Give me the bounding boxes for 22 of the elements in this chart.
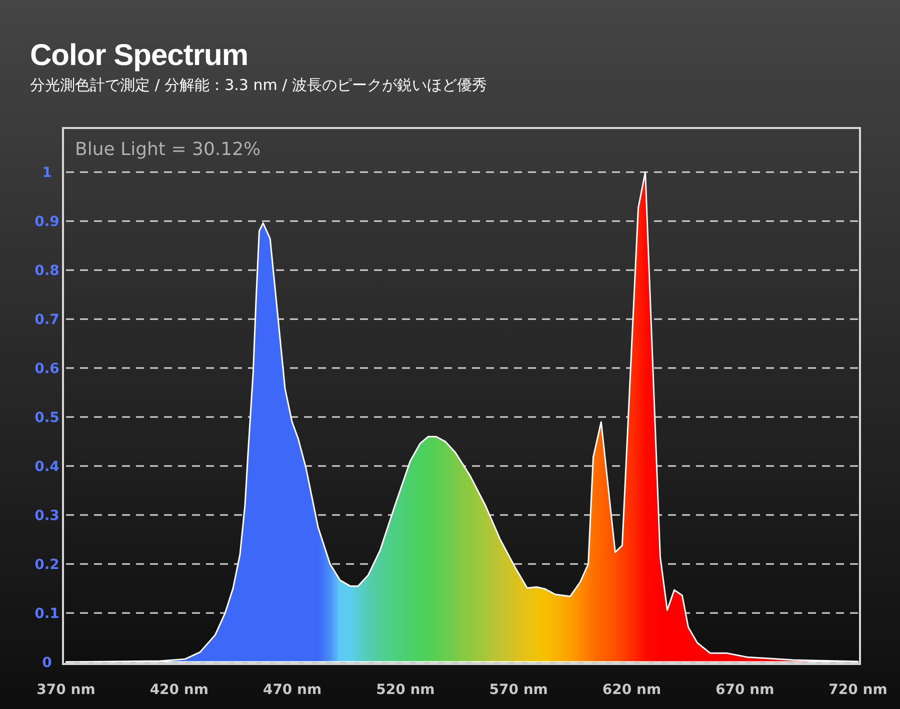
x-tick-label: 570 nm xyxy=(489,682,548,698)
x-tick-label: 620 nm xyxy=(602,682,662,698)
y-tick-label: 0.8 xyxy=(34,262,60,279)
x-tick-label: 520 nm xyxy=(376,682,435,698)
y-tick-label: 1 xyxy=(42,164,52,181)
chart-title: Color Spectrum xyxy=(30,39,248,72)
x-tick-label: 470 nm xyxy=(262,682,322,698)
annotation: Blue Light = 30.12% xyxy=(75,139,261,160)
y-tick-label: 0.3 xyxy=(34,508,60,524)
y-tick-label: 0.2 xyxy=(34,556,60,573)
y-tick-label: 0.7 xyxy=(34,312,60,328)
x-tick-label: 370 nm xyxy=(36,682,96,698)
y-tick-label: 0.9 xyxy=(34,214,60,230)
x-tick-label: 670 nm xyxy=(716,682,774,698)
chart-subtitle: 分光測色計で測定 / 分解能：3.3 nm / 波長のピークが鋭いほど優秀 xyxy=(30,76,487,94)
y-tick-label: 0.4 xyxy=(34,458,60,475)
y-tick-label: 0.5 xyxy=(34,410,60,426)
y-tick-label: 0.6 xyxy=(34,360,60,377)
y-tick-label: 0.1 xyxy=(34,606,60,622)
x-tick-label: 420 nm xyxy=(150,682,208,698)
y-tick-label: 0 xyxy=(42,654,52,671)
x-tick-label: 720 nm xyxy=(828,682,888,698)
